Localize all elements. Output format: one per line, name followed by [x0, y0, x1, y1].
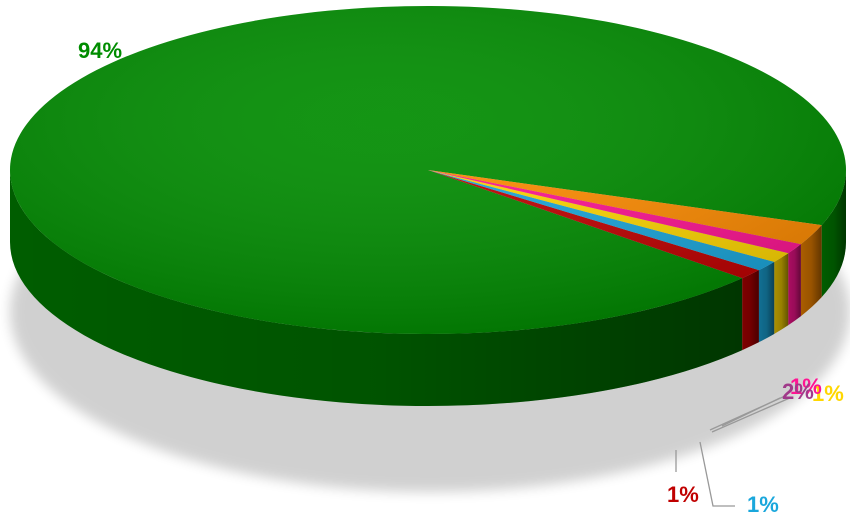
leader-line-2: [699, 441, 735, 507]
data-label-3: 1%: [812, 381, 844, 406]
pie-labels: 94%1% 1%1%1%2%: [78, 38, 844, 517]
pie-tops: [9, 6, 846, 335]
data-label-1: 1%: [667, 482, 699, 507]
data-label-2: 1%: [747, 492, 779, 517]
side-slice-5-shade: [800, 225, 822, 317]
side-slice-1-shade: [742, 270, 759, 351]
side-slice-3-shade: [774, 253, 789, 334]
side-slice-4-shade: [788, 244, 801, 326]
side-slice-0-shade: [821, 170, 846, 298]
side-slice-0-shade: [10, 170, 743, 407]
data-label-5: 2%: [782, 379, 814, 404]
top-shade: [10, 6, 846, 334]
leader-line-5: [721, 397, 781, 427]
data-label-0: 94%: [78, 38, 122, 63]
leader-line-3: [711, 396, 793, 433]
side-slice-2-shade: [758, 261, 775, 343]
data-label-4: 1%: [790, 374, 822, 399]
pie-sides: [10, 170, 846, 407]
